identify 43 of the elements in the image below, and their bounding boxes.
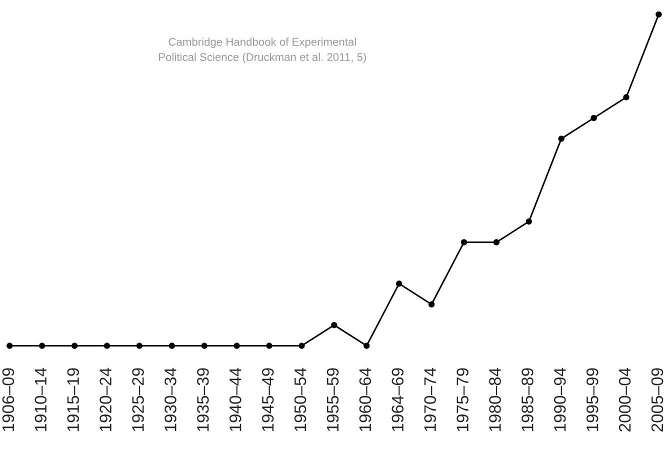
x-tick-label: 1964–69	[392, 368, 404, 432]
point	[331, 322, 338, 328]
point	[590, 114, 597, 122]
x-tick-label: 1960–64	[359, 368, 372, 432]
point	[298, 342, 305, 349]
x-tick-label: 1995–99	[586, 368, 598, 432]
point	[656, 11, 662, 18]
point	[71, 342, 78, 349]
point	[266, 342, 272, 349]
point	[168, 342, 176, 349]
x-tick-label: 1910–14	[34, 368, 47, 432]
x-tick-label: 1980–84	[489, 368, 501, 432]
x-tick-label: 1975–79	[456, 368, 468, 432]
point	[104, 342, 110, 349]
x-tick-label: 1925–29	[132, 368, 144, 432]
point	[201, 342, 208, 349]
x-tick-label: 1945–49	[262, 368, 274, 432]
point	[493, 239, 500, 246]
x-tick-label: 1915–19	[67, 368, 80, 432]
point	[38, 342, 46, 349]
x-tick-label: 2000–04	[618, 368, 631, 432]
point	[623, 94, 630, 100]
x-tick-label: 1950–54	[294, 368, 306, 432]
point	[460, 239, 468, 246]
x-tick-label: 2005–09	[651, 368, 664, 432]
annotation: Cambridge Handbook of Experimental Political Science (Druckman et al. 2011, 5)	[159, 38, 366, 64]
x-tick-label: 1990–94	[554, 368, 566, 432]
x-tick-label: 1970–74	[424, 368, 436, 432]
x-tick-label: 1930–34	[164, 368, 176, 432]
x-tick-label: 1906–09	[2, 368, 14, 432]
point	[526, 218, 532, 225]
point	[396, 280, 402, 287]
point	[234, 342, 240, 349]
x-tick-label: 1935–39	[197, 368, 209, 432]
point	[6, 342, 13, 349]
point	[558, 136, 564, 142]
x-tick-label: 1955–59	[326, 368, 339, 432]
x-tick-label: 1985–89	[522, 368, 534, 432]
x-tick-label: 1940–44	[229, 368, 242, 432]
point	[363, 342, 370, 349]
x-tick-label: 1920–24	[100, 368, 112, 432]
point	[136, 342, 143, 349]
point	[428, 301, 435, 308]
